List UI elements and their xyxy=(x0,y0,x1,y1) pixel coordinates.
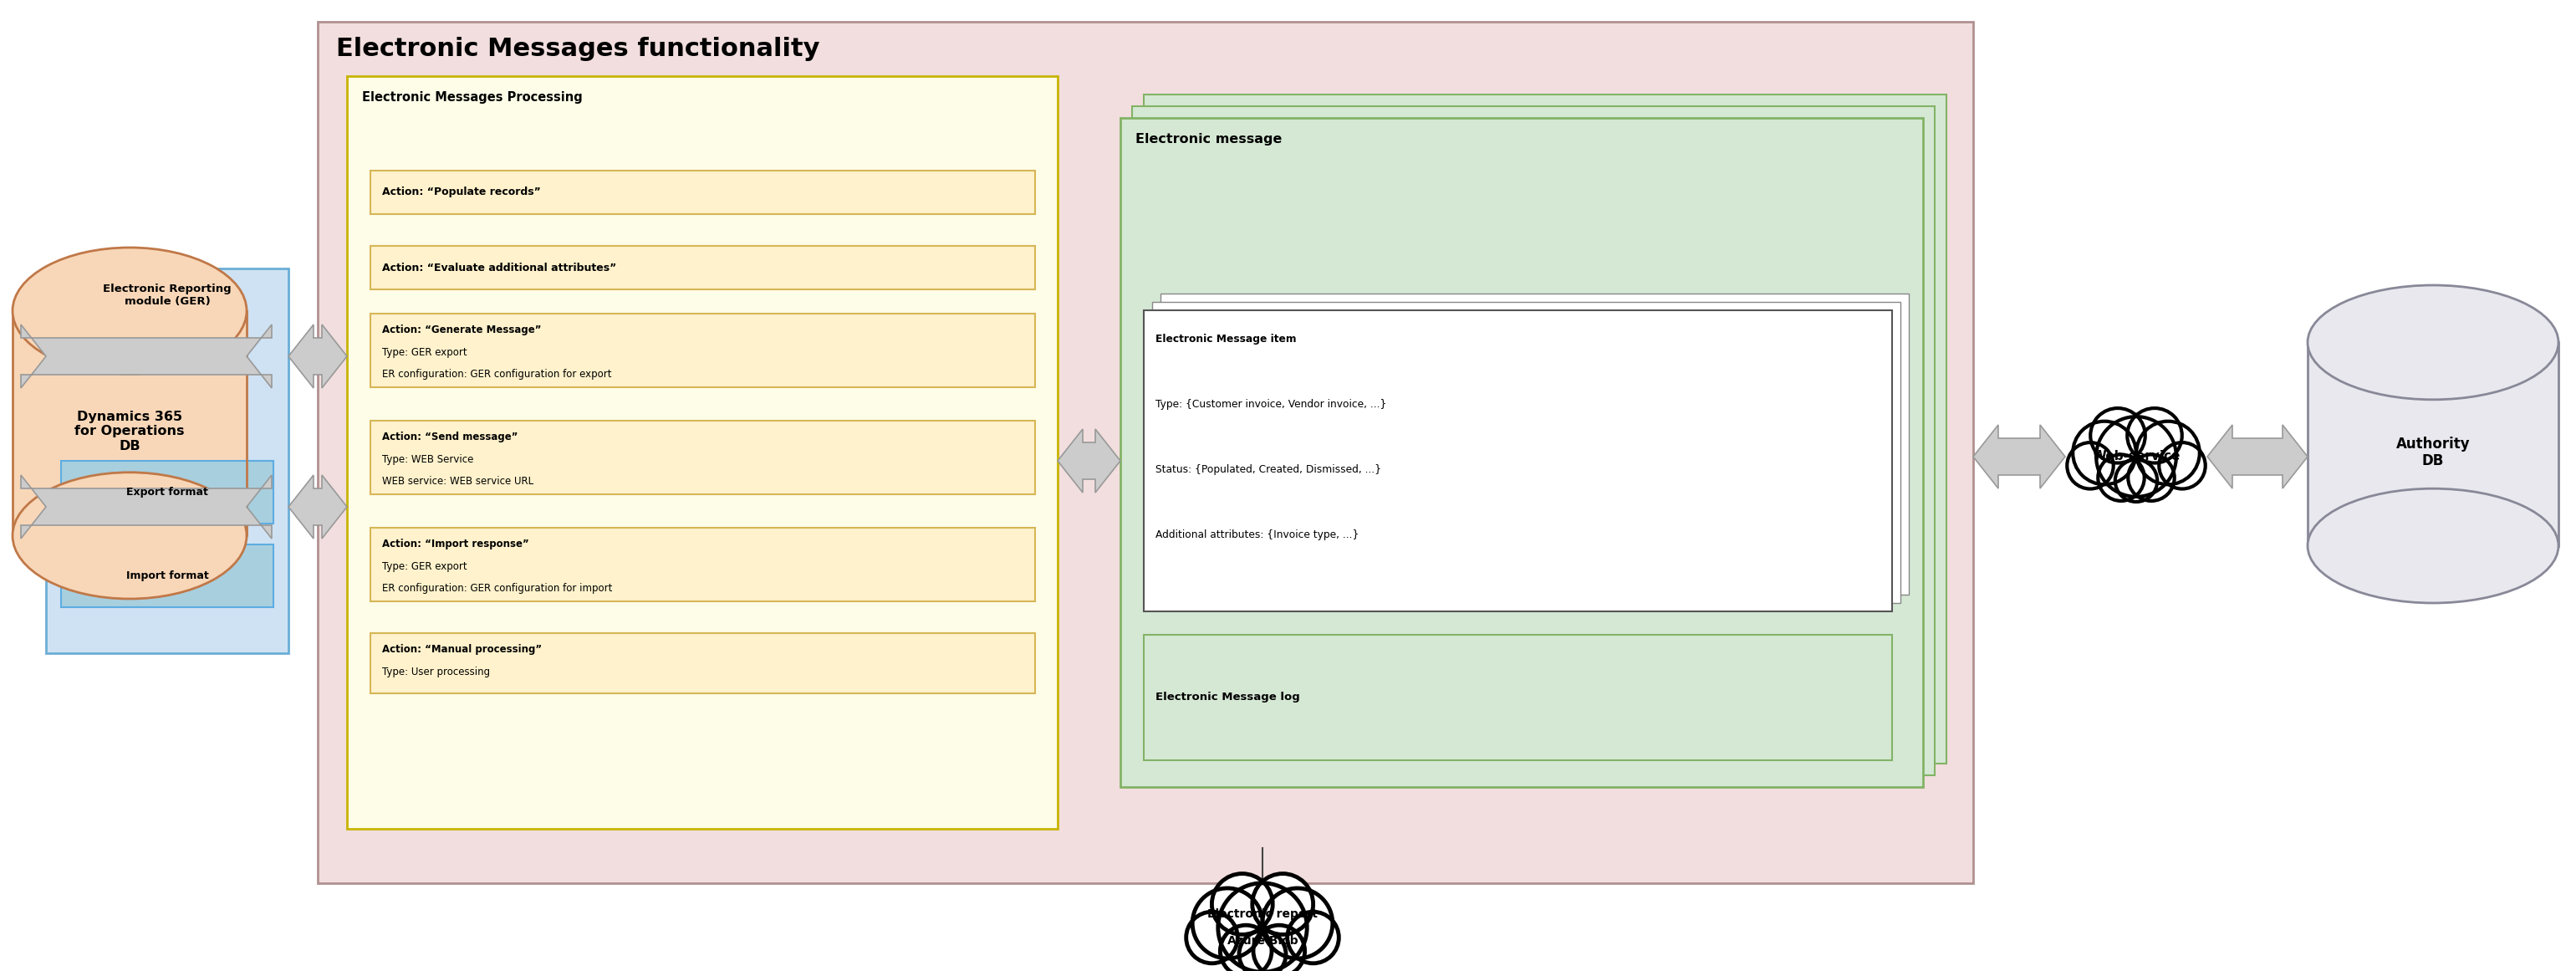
Text: Electronic Reporting
module (GER): Electronic Reporting module (GER) xyxy=(103,284,232,307)
FancyBboxPatch shape xyxy=(13,311,247,536)
FancyBboxPatch shape xyxy=(62,545,273,607)
FancyBboxPatch shape xyxy=(371,527,1036,601)
Circle shape xyxy=(1211,874,1273,934)
FancyBboxPatch shape xyxy=(1144,635,1893,760)
Text: WEB service: WEB service URL: WEB service: WEB service URL xyxy=(381,476,533,486)
Circle shape xyxy=(2136,421,2200,485)
Circle shape xyxy=(2115,459,2156,502)
FancyBboxPatch shape xyxy=(1162,293,1909,594)
Polygon shape xyxy=(21,324,270,388)
FancyBboxPatch shape xyxy=(1144,94,1947,763)
FancyBboxPatch shape xyxy=(1131,106,1935,775)
FancyBboxPatch shape xyxy=(2308,343,2558,546)
Circle shape xyxy=(1288,912,1340,963)
FancyBboxPatch shape xyxy=(317,21,1973,884)
FancyBboxPatch shape xyxy=(348,76,1059,829)
FancyBboxPatch shape xyxy=(371,633,1036,693)
Text: Import format: Import format xyxy=(126,570,209,582)
Polygon shape xyxy=(2208,425,2308,488)
Text: Type: {Customer invoice, Vendor invoice, ...}: Type: {Customer invoice, Vendor invoice,… xyxy=(1157,399,1386,410)
Text: Action: “Generate Message”: Action: “Generate Message” xyxy=(381,324,541,335)
Text: ER configuration: GER configuration for export: ER configuration: GER configuration for … xyxy=(381,369,611,380)
Circle shape xyxy=(2066,443,2112,488)
Text: Action: “Populate records”: Action: “Populate records” xyxy=(381,187,541,198)
Text: Dynamics 365
for Operations
DB: Dynamics 365 for Operations DB xyxy=(75,411,185,452)
Text: Electronic Message log: Electronic Message log xyxy=(1157,692,1301,703)
Polygon shape xyxy=(289,324,348,388)
Text: Action: “Import response”: Action: “Import response” xyxy=(381,539,528,550)
Circle shape xyxy=(1221,925,1273,971)
Circle shape xyxy=(2074,421,2136,485)
FancyBboxPatch shape xyxy=(371,246,1036,289)
FancyBboxPatch shape xyxy=(371,171,1036,214)
Circle shape xyxy=(2097,417,2177,497)
Ellipse shape xyxy=(2308,285,2558,400)
FancyBboxPatch shape xyxy=(371,420,1036,494)
Circle shape xyxy=(1218,883,1306,971)
Text: Web-service: Web-service xyxy=(2092,451,2179,463)
Text: Type: GER export: Type: GER export xyxy=(381,561,466,572)
Text: Type: GER export: Type: GER export xyxy=(381,347,466,357)
FancyBboxPatch shape xyxy=(1144,311,1893,612)
Polygon shape xyxy=(21,475,270,539)
Text: Electronic Messages Processing: Electronic Messages Processing xyxy=(363,91,582,104)
Circle shape xyxy=(2128,408,2182,463)
FancyBboxPatch shape xyxy=(46,268,289,653)
FancyBboxPatch shape xyxy=(1121,117,1924,787)
Text: Action: “Evaluate additional attributes”: Action: “Evaluate additional attributes” xyxy=(381,262,616,273)
Ellipse shape xyxy=(13,472,247,599)
Circle shape xyxy=(1193,888,1262,958)
Text: Type: User processing: Type: User processing xyxy=(381,666,489,677)
FancyBboxPatch shape xyxy=(371,314,1036,387)
Circle shape xyxy=(2097,454,2143,501)
Text: ER configuration: GER configuration for import: ER configuration: GER configuration for … xyxy=(381,583,613,594)
Circle shape xyxy=(1239,931,1285,971)
Text: Type: WEB Service: Type: WEB Service xyxy=(381,453,474,464)
Circle shape xyxy=(1252,874,1314,934)
Circle shape xyxy=(2128,454,2174,501)
Polygon shape xyxy=(1059,429,1121,492)
Polygon shape xyxy=(1973,425,2066,488)
Text: Authority
DB: Authority DB xyxy=(2396,436,2470,469)
Circle shape xyxy=(2159,443,2205,488)
Text: Action: “Send message”: Action: “Send message” xyxy=(381,431,518,443)
Text: Electronic message: Electronic message xyxy=(1136,133,1283,146)
Ellipse shape xyxy=(2308,488,2558,603)
Circle shape xyxy=(1255,925,1306,971)
Text: Action: “Manual processing”: Action: “Manual processing” xyxy=(381,644,541,654)
Text: Electronic report
in
Azure Blob: Electronic report in Azure Blob xyxy=(1208,908,1319,947)
Text: Status: {Populated, Created, Dismissed, ...}: Status: {Populated, Created, Dismissed, … xyxy=(1157,464,1381,475)
FancyBboxPatch shape xyxy=(62,461,273,523)
Circle shape xyxy=(1185,912,1236,963)
Text: Electronic Messages functionality: Electronic Messages functionality xyxy=(335,37,819,61)
FancyBboxPatch shape xyxy=(1151,302,1901,603)
Text: Export format: Export format xyxy=(126,486,209,497)
Polygon shape xyxy=(289,475,348,539)
Circle shape xyxy=(2092,408,2146,463)
Text: Electronic Message item: Electronic Message item xyxy=(1157,334,1296,345)
Ellipse shape xyxy=(13,248,247,374)
Circle shape xyxy=(1262,888,1332,958)
Text: Additional attributes: {Invoice type, ...}: Additional attributes: {Invoice type, ..… xyxy=(1157,529,1360,540)
